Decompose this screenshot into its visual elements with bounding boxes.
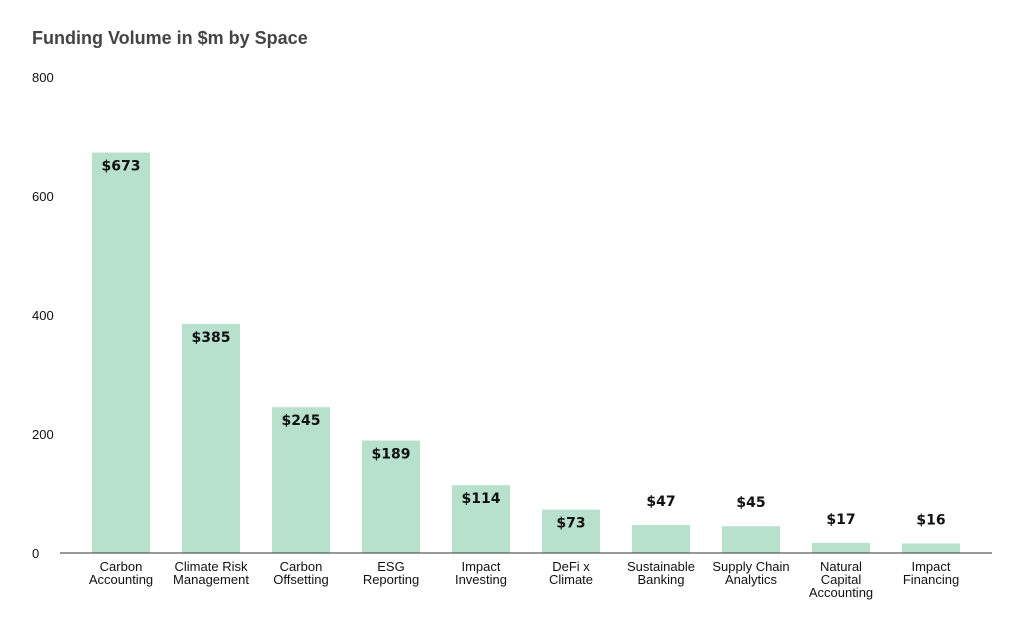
x-tick-label: Climate Risk Management	[173, 559, 249, 587]
data-label: $45	[736, 495, 765, 511]
x-tick-label-line: Financing	[903, 572, 959, 587]
x-tick-label-line: Natural	[820, 559, 862, 574]
x-tick-label-line: Investing	[455, 572, 507, 587]
bar	[362, 440, 420, 553]
bar	[902, 543, 960, 553]
x-tick-label: ESG Reporting	[363, 559, 419, 587]
x-tick-label: Sustainable Banking	[627, 559, 695, 587]
data-label: $16	[916, 512, 945, 528]
x-tick-label-line: Banking	[638, 572, 685, 587]
x-tick-label-line: Climate	[549, 572, 593, 587]
x-tick-label-line: Impact	[911, 559, 950, 574]
x-tick-label: DeFi x Climate	[549, 559, 593, 587]
x-tick-label: Supply Chain Analytics	[712, 559, 789, 587]
x-tick-label-line: DeFi x	[552, 559, 590, 574]
bar	[722, 526, 780, 553]
x-tick-label-line: Capital	[821, 572, 862, 587]
x-tick-label-line: Climate Risk	[175, 559, 248, 574]
data-label: $385	[192, 330, 231, 346]
y-tick-label: 800	[32, 70, 54, 85]
bar	[452, 485, 510, 553]
bar	[812, 542, 870, 553]
x-tick-label-line: Accounting	[89, 572, 153, 587]
x-tick-label: Impact Financing	[903, 559, 959, 587]
data-label: $189	[372, 447, 411, 463]
chart-title: Funding Volume in $m by Space	[32, 28, 308, 48]
bars	[92, 152, 960, 553]
x-tick-label-line: Sustainable	[627, 559, 695, 574]
x-tick-label-line: ESG	[377, 559, 404, 574]
x-tick-label-line: Supply Chain	[712, 559, 789, 574]
bar	[182, 323, 240, 553]
data-label: $17	[826, 512, 855, 528]
y-tick-label: 600	[32, 189, 54, 204]
y-tick-label: 400	[32, 308, 54, 323]
x-tick-label-line: Analytics	[725, 572, 778, 587]
data-label: $47	[646, 494, 675, 510]
y-tick-label: 0	[32, 546, 39, 561]
bar	[92, 152, 150, 553]
data-labels: $673 $385 $245 $189 $114 $73 $47 $45 $17 $16	[102, 159, 946, 532]
x-tick-label: Carbon Offsetting	[273, 559, 328, 587]
x-tick-label: Natural Capital Accounting	[809, 559, 873, 600]
x-tick-label: Carbon Accounting	[89, 559, 153, 587]
x-tick-label-line: Offsetting	[273, 572, 328, 587]
y-tick-label: 200	[32, 427, 54, 442]
x-tick-label-line: Accounting	[809, 585, 873, 600]
x-tick-label-line: Carbon	[100, 559, 143, 574]
data-label: $73	[556, 516, 585, 532]
data-label: $114	[462, 491, 501, 507]
x-tick-label-line: Impact	[461, 559, 500, 574]
bar	[542, 509, 600, 553]
x-tick-label: Impact Investing	[455, 559, 507, 587]
x-tick-label-line: Management	[173, 572, 249, 587]
x-tick-label-line: Carbon	[280, 559, 323, 574]
data-label: $245	[282, 413, 321, 429]
x-tick-label-line: Reporting	[363, 572, 419, 587]
bar	[632, 525, 690, 553]
bar	[272, 407, 330, 553]
data-label: $673	[102, 159, 141, 175]
y-axis: 0 200 400 600 800	[32, 70, 54, 561]
